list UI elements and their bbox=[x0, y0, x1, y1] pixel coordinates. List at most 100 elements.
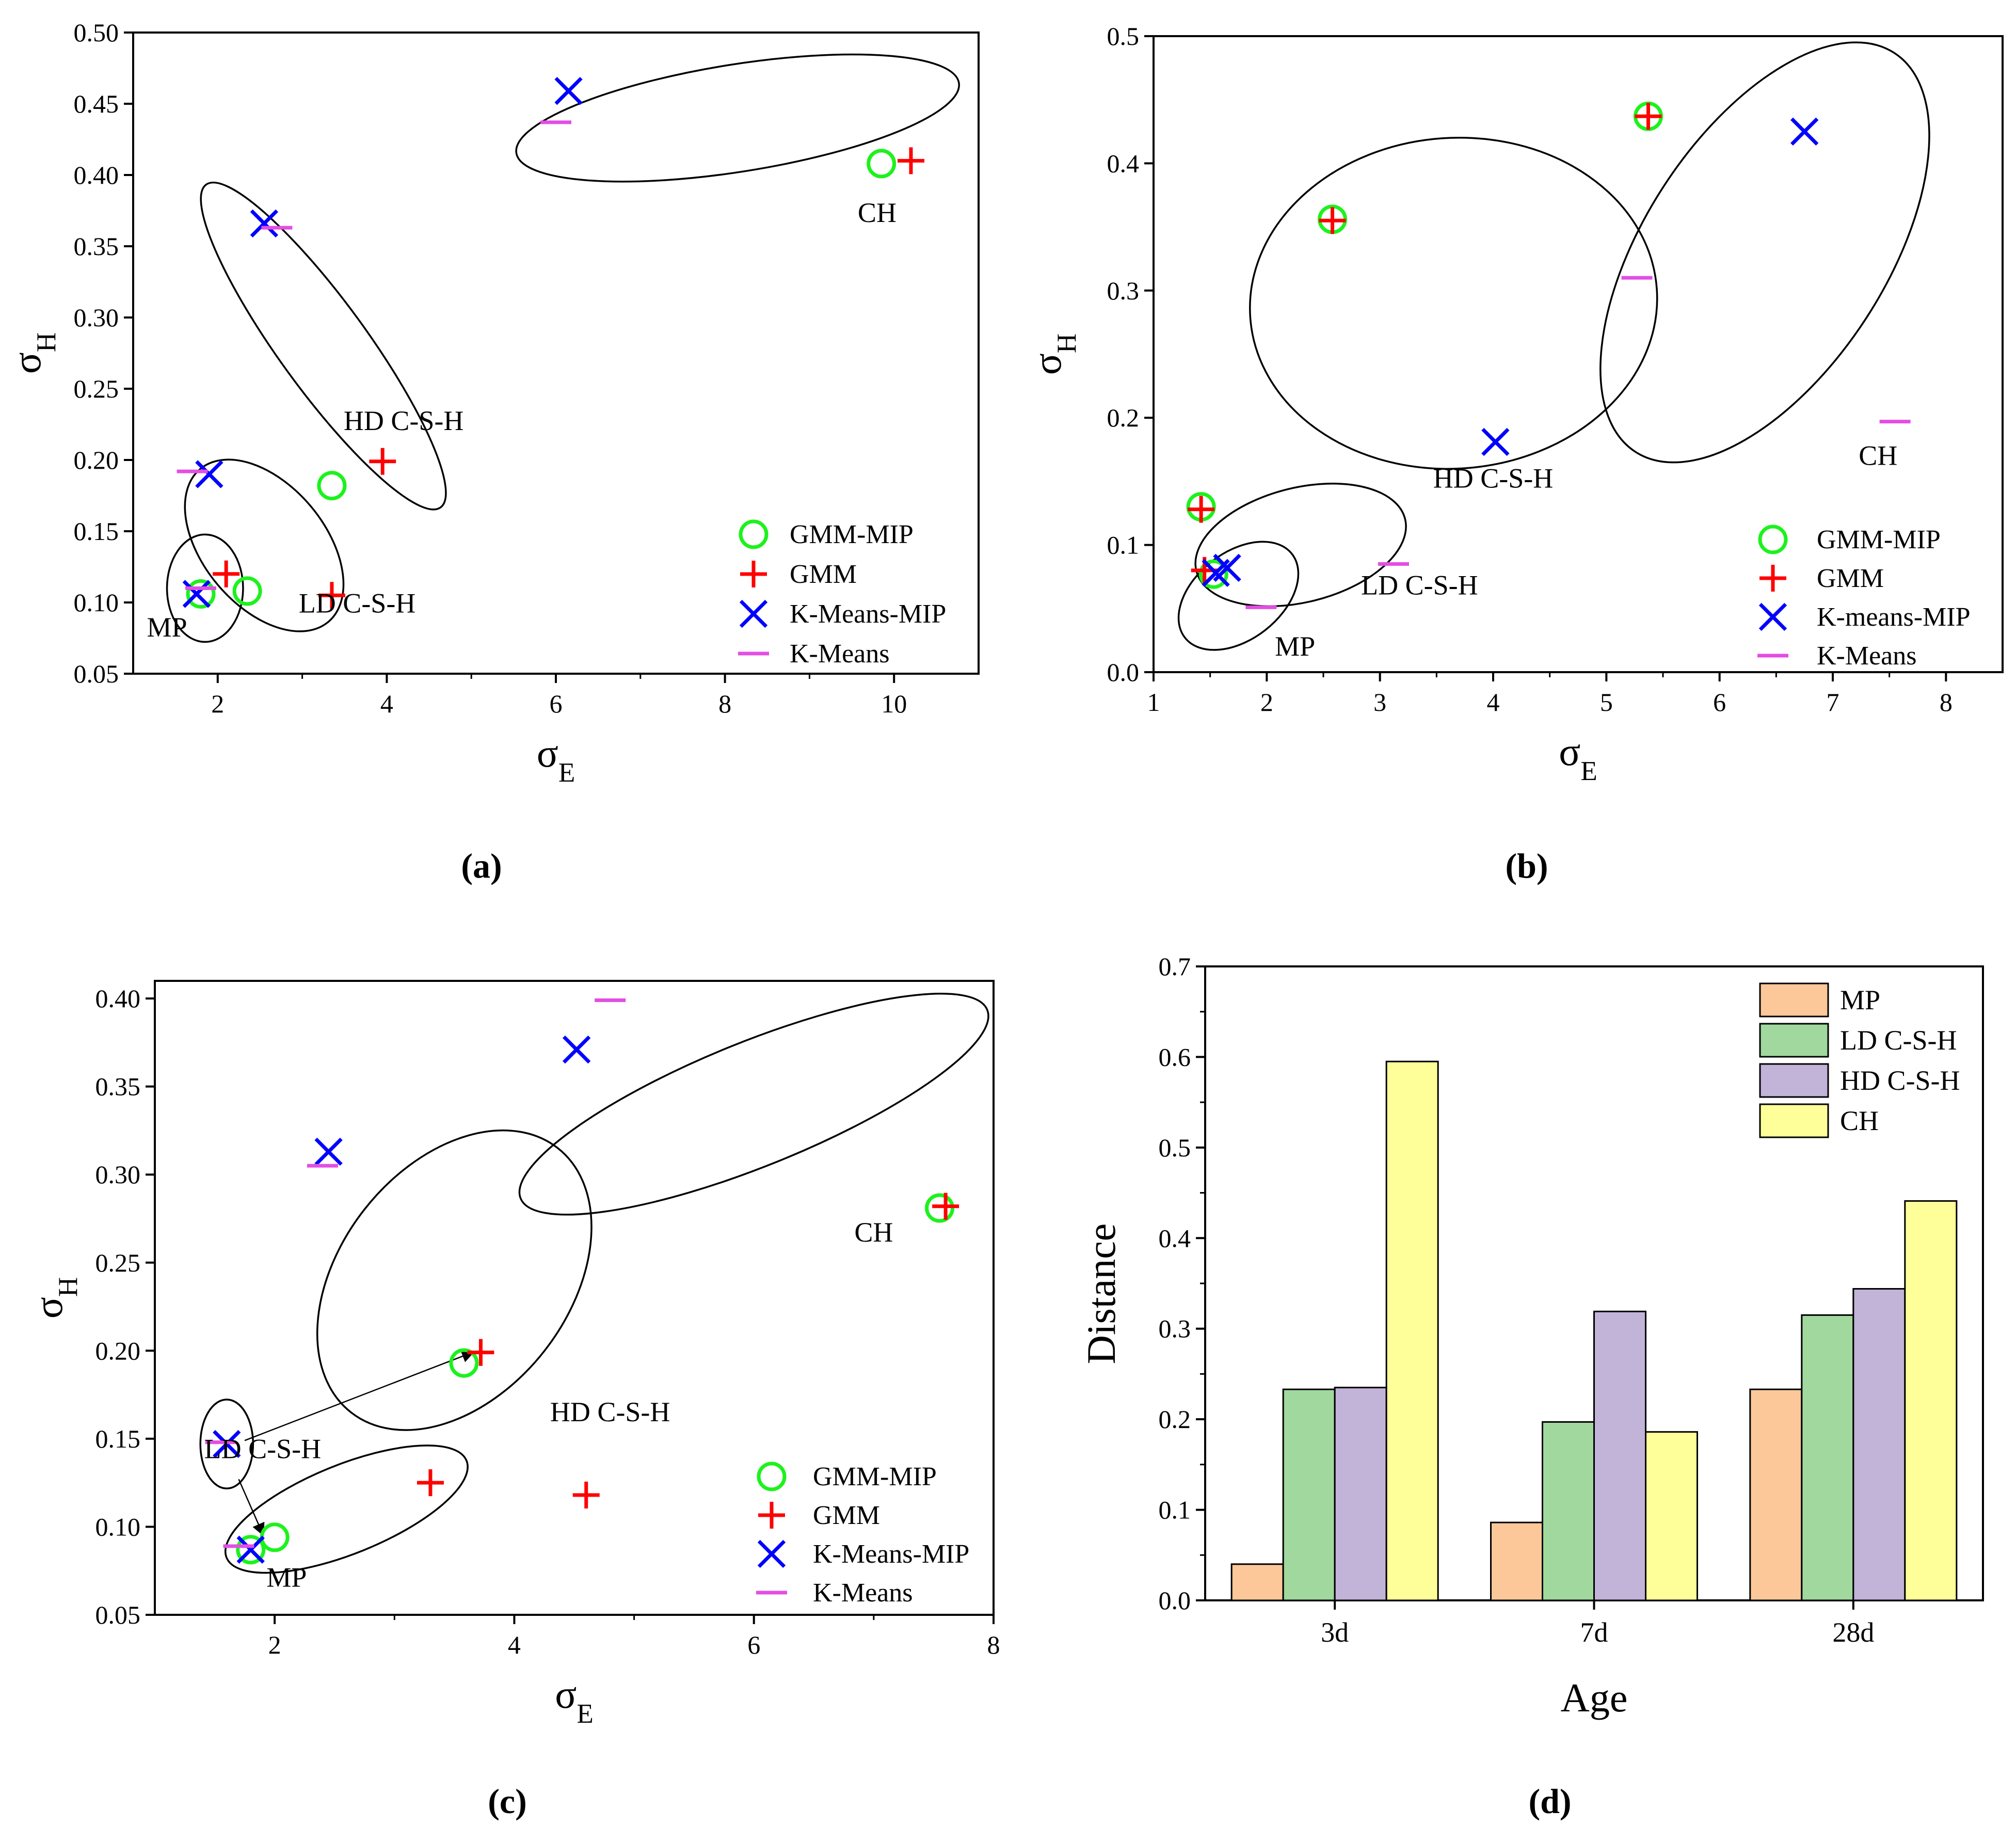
legend-label: GMM-MIP bbox=[813, 1462, 937, 1491]
legend-label: K-Means bbox=[790, 639, 890, 669]
x-axis-title-sub: E bbox=[1580, 756, 1597, 786]
y-tick-label: 0.0 bbox=[1107, 658, 1140, 687]
x-tick-label: 8 bbox=[1940, 688, 1953, 717]
panel-c-scatter: 2 4 6 80.050.100.150.200.250.300.350.40σEσH… bbox=[26, 980, 1000, 1821]
point-k-means-mip bbox=[236, 1535, 265, 1564]
y-tick-label: 0.5 bbox=[1159, 1133, 1191, 1162]
legend-label: GMM bbox=[1817, 564, 1884, 593]
legend-marker bbox=[757, 1461, 787, 1491]
cluster-ellipse bbox=[200, 181, 447, 511]
x-tick-label: 6 bbox=[550, 689, 563, 718]
legend-marker bbox=[1758, 525, 1788, 554]
bar-ch-3d bbox=[1385, 1060, 1439, 1601]
x-axis-title: σE bbox=[537, 730, 575, 788]
x-axis-title-base: σ bbox=[537, 730, 558, 775]
bar-mp-7d bbox=[1490, 1521, 1543, 1601]
panel-d-bar-chart: 0.0 0.1 0.2 0.3 0.4 0.5 0.6 0.7 3d 7d 28d Age Distan… bbox=[1079, 952, 1984, 1821]
y-tick-label: 0.45 bbox=[74, 89, 119, 118]
x-tick-label: 2 bbox=[1260, 688, 1273, 717]
point-gmm bbox=[417, 1469, 444, 1497]
cluster-label: HD C-S-H bbox=[344, 405, 464, 436]
y-tick-label: 0.35 bbox=[95, 1072, 141, 1101]
point-gmm-mip bbox=[236, 1535, 266, 1565]
point-k-means-mip bbox=[195, 460, 223, 488]
point-gmm-mip bbox=[449, 1348, 479, 1378]
y-tick-label: 0.4 bbox=[1107, 149, 1140, 178]
bar-ch-7d bbox=[1645, 1431, 1698, 1601]
point-gmm bbox=[1319, 207, 1346, 234]
cluster-label: LD C-S-H bbox=[299, 587, 416, 618]
point-gmm-mip bbox=[186, 579, 216, 609]
panel-label: (d) bbox=[1528, 1782, 1571, 1821]
cluster-label: CH bbox=[858, 197, 897, 228]
y-tick-label: 0.1 bbox=[1107, 531, 1140, 560]
y-tick-label: 0.30 bbox=[74, 303, 119, 332]
x-tick-label: 7 bbox=[1827, 688, 1839, 717]
x-tick-label: 8 bbox=[987, 1630, 1000, 1659]
transition-arrow bbox=[238, 1479, 265, 1536]
cluster-ellipse bbox=[515, 53, 960, 183]
y-tick-label: 0.35 bbox=[74, 232, 119, 261]
y-tick-label: 0.20 bbox=[74, 446, 119, 474]
bar-ld-c-s-h-3d bbox=[1282, 1388, 1336, 1601]
cluster-ellipse bbox=[199, 1399, 254, 1490]
legend-swatch bbox=[1759, 1103, 1829, 1138]
y-tick-label: 0.10 bbox=[95, 1512, 141, 1541]
x-tick-label: 1 bbox=[1147, 688, 1160, 717]
point-gmm-mip bbox=[260, 1522, 290, 1552]
point-gmm-mip bbox=[1198, 559, 1228, 589]
cluster-ellipse bbox=[224, 1444, 469, 1574]
x-axis-title: σE bbox=[555, 1672, 593, 1729]
point-gmm bbox=[318, 582, 345, 609]
point-gmm bbox=[1188, 496, 1215, 523]
legend-label: MP bbox=[1840, 984, 1880, 1015]
bar-hd-c-s-h-3d bbox=[1334, 1387, 1387, 1601]
x-tick-label: 6 bbox=[1713, 688, 1726, 717]
x-axis-title-sub: E bbox=[558, 758, 575, 788]
legend-swatch bbox=[1759, 1023, 1829, 1058]
legend-label: K-Means-MIP bbox=[813, 1539, 969, 1569]
point-k-means-mip bbox=[554, 76, 583, 105]
y-axis-title: Distance bbox=[1079, 1224, 1124, 1364]
cluster-label: LD C-S-H bbox=[204, 1433, 322, 1464]
legend-label: K-Means bbox=[1817, 641, 1917, 671]
y-axis-title-base: σ bbox=[1025, 353, 1069, 375]
point-gmm-mip bbox=[232, 576, 262, 606]
y-tick-label: 0.3 bbox=[1107, 276, 1140, 305]
x-tick-label: 7d bbox=[1580, 1617, 1608, 1648]
legend-label: GMM-MIP bbox=[790, 520, 914, 549]
point-gmm-mip bbox=[867, 149, 897, 179]
point-gmm bbox=[369, 448, 396, 475]
y-tick-label: 0.25 bbox=[95, 1248, 141, 1277]
x-tick-label: 6 bbox=[747, 1630, 760, 1659]
y-axis-title-sub: H bbox=[31, 332, 61, 352]
cluster-ellipse bbox=[166, 533, 244, 643]
point-k-means-mip bbox=[1481, 427, 1510, 456]
y-tick-label: 0.15 bbox=[95, 1424, 141, 1453]
legend-swatch bbox=[1759, 982, 1829, 1018]
x-tick-label: 10 bbox=[881, 689, 907, 718]
y-tick-label: 0.50 bbox=[74, 18, 119, 47]
point-gmm bbox=[932, 1193, 959, 1220]
point-gmm bbox=[1635, 103, 1662, 130]
y-tick-label: 0.20 bbox=[95, 1336, 141, 1365]
x-tick-label: 3 bbox=[1373, 688, 1386, 717]
y-axis-title: σH bbox=[4, 332, 61, 374]
y-tick-label: 0.05 bbox=[95, 1600, 141, 1629]
panel-label: (a) bbox=[461, 846, 502, 885]
legend-marker bbox=[757, 1539, 786, 1568]
x-axis-title-base: σ bbox=[1559, 729, 1580, 774]
y-tick-label: 0.10 bbox=[74, 588, 119, 617]
legend-label: K-means-MIP bbox=[1817, 602, 1971, 632]
cluster-ellipse bbox=[1249, 136, 1658, 470]
y-tick-label: 0.2 bbox=[1107, 403, 1140, 432]
x-tick-label: 2 bbox=[211, 689, 224, 718]
y-tick-label: 0.5 bbox=[1107, 22, 1140, 51]
legend-marker bbox=[758, 1502, 785, 1529]
legend-label: K-Means-MIP bbox=[790, 599, 946, 629]
cluster-label: LD C-S-H bbox=[1361, 570, 1478, 601]
legend-label: CH bbox=[1840, 1105, 1879, 1136]
y-axis-title-base: σ bbox=[26, 1297, 71, 1318]
